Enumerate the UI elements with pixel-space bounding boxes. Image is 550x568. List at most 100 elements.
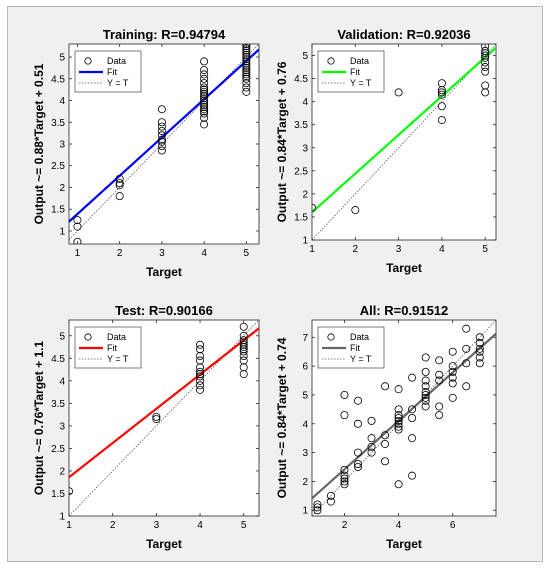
data-point [421,367,430,376]
y-tick-label: 2 [302,189,308,200]
data-point [200,120,209,129]
data-point [367,434,376,443]
data-point [157,118,166,127]
data-point [448,367,457,376]
legend-label-data: Data [107,56,126,66]
data-point [408,434,417,443]
data-point [200,66,209,75]
data-point [200,105,209,114]
data-point [196,370,205,379]
y-tick-label: 2.5 [51,161,65,172]
data-point [408,413,417,422]
data-point [242,59,251,68]
data-point [340,474,349,483]
data-point [196,376,205,385]
data-point [437,116,446,125]
x-tick-label: 3 [154,520,160,531]
data-point [312,203,316,212]
data-point [313,500,322,509]
data-point [475,333,484,342]
data-point [115,174,124,183]
chart-title: Test: R=0.90166 [115,303,213,318]
data-point [408,373,417,382]
y-tick-label: 3 [302,448,308,459]
data-point [200,113,209,122]
legend-label-fit: Fit [350,67,360,77]
y-tick-label: 5 [59,53,65,64]
data-point [462,359,471,368]
x-tick-label: 2 [353,244,359,255]
data-point [242,44,251,48]
y-tick-label: 2 [302,477,308,488]
x-axis-label: Target [386,537,422,551]
data-point [408,405,417,414]
x-tick-label: 5 [241,520,247,531]
data-point [239,363,248,372]
data-point [437,79,446,88]
legend-label-identity: Y = T [350,78,372,88]
data-point [394,411,403,420]
data-point [73,216,82,225]
data-point [421,402,430,411]
data-point [367,416,376,425]
fit-line [69,48,259,223]
data-point [462,324,471,333]
legend-data-marker [327,333,335,341]
identity-line [69,320,259,516]
data-point [462,382,471,391]
data-point [475,347,484,356]
y-tick-label: 3 [302,143,308,154]
legend-data-marker [327,57,335,65]
data-point [157,135,166,144]
legend: Data Fit Y = T [74,50,142,93]
data-point [381,382,390,391]
data-point [200,94,209,103]
legend: Data Fit Y = T [74,326,142,369]
data-point [340,471,349,480]
data-point [239,331,248,340]
legend-label-fit: Fit [107,343,117,353]
data-point [475,344,484,353]
y-tick-label: 3.5 [51,399,65,410]
data-point [367,442,376,451]
data-point [394,422,403,431]
y-tick-label: 3 [59,421,65,432]
data-point [200,85,209,94]
data-point [200,109,209,118]
y-tick-label: 2.5 [294,166,308,177]
data-point [408,471,417,480]
data-point [242,57,251,66]
data-point [115,179,124,188]
y-tick-label: 5 [59,331,65,342]
data-point [242,53,251,62]
x-tick-label: 1 [309,244,315,255]
data-point [481,67,490,76]
data-point [242,66,251,75]
data-point [196,385,205,394]
data-point [239,336,248,345]
data-point [435,411,444,420]
data-point [239,352,248,361]
data-point [157,137,166,146]
x-tick-label: 3 [159,248,165,259]
data-point [196,345,205,354]
x-axis-label: Target [146,537,182,551]
data-point [435,402,444,411]
legend-data-marker [84,57,92,65]
data-point [157,146,166,155]
y-tick-label: 1.5 [51,205,65,216]
y-tick-label: 1.5 [294,212,308,223]
legend: Data Fit Y = T [317,326,385,369]
data-point [462,344,471,353]
fit-line [312,46,496,214]
data-point [421,376,430,385]
data-point [394,413,403,422]
data-point [435,376,444,385]
fit-line [69,327,259,479]
data-point [340,411,349,420]
x-tick-label: 2 [117,248,123,259]
legend-label-fit: Fit [350,343,360,353]
legend-label-identity: Y = T [107,354,129,364]
data-point [394,88,403,97]
